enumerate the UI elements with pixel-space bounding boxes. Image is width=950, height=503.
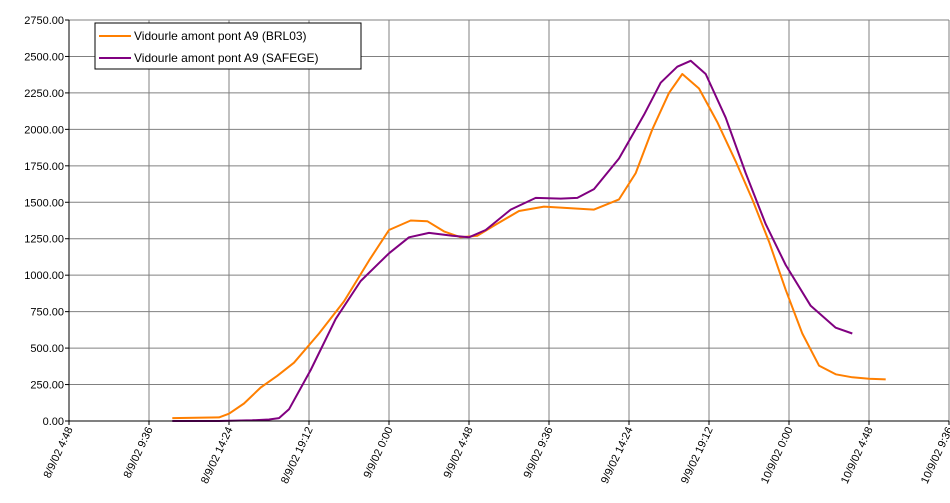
- x-tick-label: 9/9/02 19:12: [679, 425, 716, 486]
- legend-label-safege: Vidourle amont pont A9 (SAFEGE): [134, 51, 319, 65]
- x-tick-label: 8/9/02 19:12: [279, 425, 316, 486]
- y-tick-label: 250.00: [30, 380, 64, 392]
- y-tick-label: 2000.00: [24, 124, 64, 136]
- series-lines: [172, 59, 886, 422]
- legend: Vidourle amont pont A9 (BRL03) Vidourle …: [94, 22, 362, 70]
- series-line-1: [172, 59, 853, 422]
- x-tick-label: 10/9/02 4:48: [839, 425, 876, 486]
- x-tick-label: 9/9/02 9:36: [522, 425, 556, 480]
- y-tick-label: 1000.00: [24, 270, 64, 282]
- x-tick-label: 9/9/02 14:24: [599, 425, 636, 486]
- y-tick-label: 750.00: [30, 307, 64, 319]
- x-tick-label: 10/9/02 9:36: [919, 425, 950, 486]
- y-tick-label: 500.00: [30, 343, 64, 355]
- y-axis-ticks: 0.00 250.00 500.00 750.00 1000.00 1250.00 1500…: [24, 15, 69, 428]
- y-tick-label: 2500.00: [24, 51, 64, 63]
- y-tick-label: 1500.00: [24, 197, 64, 209]
- x-tick-label: 10/9/02 0:00: [759, 425, 796, 486]
- legend-label-brl03: Vidourle amont pont A9 (BRL03): [134, 29, 307, 43]
- x-tick-label: 9/9/02 0:00: [362, 425, 396, 480]
- x-tick-label: 9/9/02 4:48: [442, 425, 476, 480]
- x-tick-label: 8/9/02 4:48: [42, 425, 76, 480]
- y-tick-label: 2750.00: [24, 15, 64, 27]
- x-tick-label: 8/9/02 14:24: [199, 425, 236, 486]
- axes: [68, 20, 949, 422]
- y-tick-label: 0.00: [43, 416, 64, 428]
- series-line-0: [172, 73, 886, 420]
- y-tick-label: 1250.00: [24, 234, 64, 246]
- legend-box: [94, 22, 362, 70]
- y-tick-label: 1750.00: [24, 161, 64, 173]
- y-tick-label: 2250.00: [24, 88, 64, 100]
- x-axis-ticks: 8/9/02 4:48 8/9/02 9:36 8/9/02 14:24 8/9/02…: [42, 421, 950, 486]
- x-tick-label: 8/9/02 9:36: [122, 425, 156, 480]
